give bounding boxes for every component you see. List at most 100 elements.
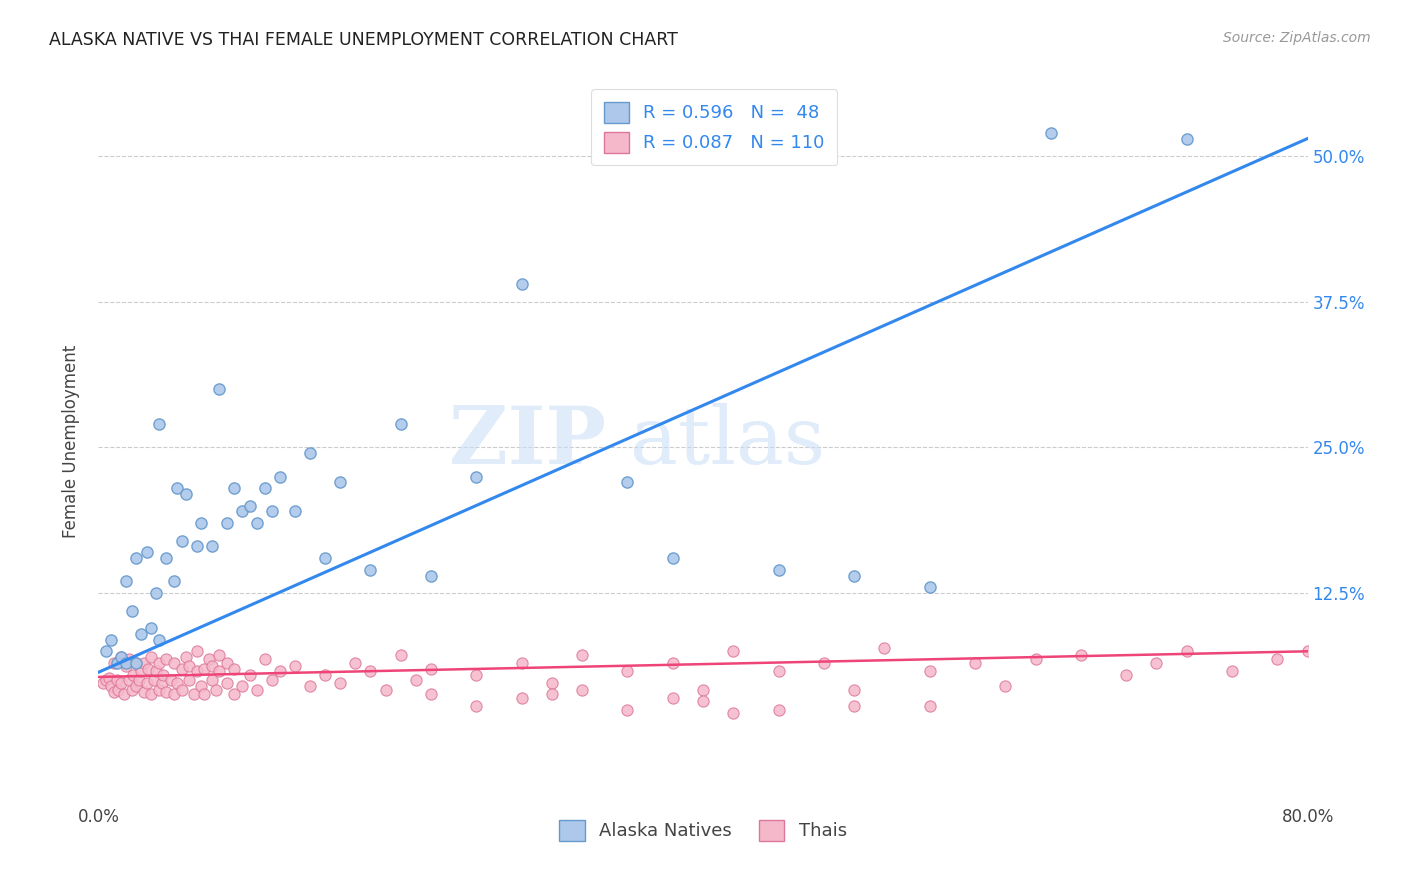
Point <box>1039 126 1062 140</box>
Point <box>174 487 197 501</box>
Point <box>114 574 136 589</box>
Point <box>661 656 683 670</box>
Point <box>918 580 941 594</box>
Point <box>125 679 148 693</box>
Point <box>193 662 215 676</box>
Point <box>692 694 714 708</box>
Point <box>94 644 117 658</box>
Point <box>389 648 412 662</box>
Point <box>329 475 352 490</box>
Point <box>994 679 1017 693</box>
Point <box>128 673 150 688</box>
Point <box>201 673 224 688</box>
Point <box>1220 664 1243 678</box>
Point <box>114 656 136 670</box>
Point <box>148 656 170 670</box>
Point <box>420 568 443 582</box>
Point <box>239 667 262 681</box>
Point <box>208 664 231 678</box>
Point <box>768 563 790 577</box>
Legend: Alaska Natives, Thais: Alaska Natives, Thais <box>553 813 853 848</box>
Point <box>616 475 638 490</box>
Point <box>253 652 276 666</box>
Point <box>174 650 197 665</box>
Point <box>100 679 122 693</box>
Point <box>239 499 262 513</box>
Point <box>190 516 212 530</box>
Point <box>262 673 284 688</box>
Point <box>616 664 638 678</box>
Point <box>166 675 188 690</box>
Point <box>1175 131 1198 145</box>
Point <box>465 667 488 681</box>
Point <box>112 687 135 701</box>
Point <box>510 690 533 705</box>
Point <box>145 586 167 600</box>
Point <box>246 682 269 697</box>
Point <box>179 673 201 688</box>
Point <box>170 533 193 548</box>
Point <box>208 648 231 662</box>
Point <box>224 481 246 495</box>
Point <box>813 656 835 670</box>
Point <box>103 656 125 670</box>
Point <box>155 551 177 566</box>
Point <box>201 540 224 554</box>
Point <box>166 481 188 495</box>
Point <box>231 679 253 693</box>
Point <box>329 675 352 690</box>
Point <box>344 656 367 670</box>
Point <box>284 659 307 673</box>
Point <box>148 417 170 431</box>
Point <box>190 679 212 693</box>
Point <box>163 574 186 589</box>
Text: ZIP: ZIP <box>450 402 606 481</box>
Point <box>141 687 163 701</box>
Point <box>91 675 114 690</box>
Point <box>201 659 224 673</box>
Point <box>420 662 443 676</box>
Point <box>179 659 201 673</box>
Point <box>374 682 396 697</box>
Point <box>125 551 148 566</box>
Point <box>135 545 157 559</box>
Point <box>269 469 291 483</box>
Point <box>844 682 866 697</box>
Point <box>253 481 276 495</box>
Point <box>215 656 238 670</box>
Point <box>148 632 170 647</box>
Point <box>284 504 307 518</box>
Point <box>844 568 866 582</box>
Point <box>193 687 215 701</box>
Point <box>98 671 121 685</box>
Point <box>129 627 152 641</box>
Point <box>170 662 193 676</box>
Point <box>197 652 219 666</box>
Point <box>215 516 238 530</box>
Point <box>183 687 205 701</box>
Point <box>110 675 132 690</box>
Point <box>1175 644 1198 658</box>
Point <box>844 699 866 714</box>
Point <box>465 699 488 714</box>
Point <box>136 662 159 676</box>
Point <box>155 685 177 699</box>
Point <box>1070 648 1092 662</box>
Point <box>208 382 231 396</box>
Point <box>105 656 128 670</box>
Point <box>768 702 790 716</box>
Point <box>918 699 941 714</box>
Point <box>145 664 167 678</box>
Point <box>1296 644 1319 658</box>
Point <box>125 656 148 670</box>
Point <box>918 664 941 678</box>
Point <box>114 659 136 673</box>
Point <box>540 675 562 690</box>
Point <box>246 516 269 530</box>
Point <box>965 656 987 670</box>
Point <box>100 632 122 647</box>
Y-axis label: Female Unemployment: Female Unemployment <box>62 345 80 538</box>
Point <box>768 664 790 678</box>
Point <box>299 446 322 460</box>
Point <box>186 664 208 678</box>
